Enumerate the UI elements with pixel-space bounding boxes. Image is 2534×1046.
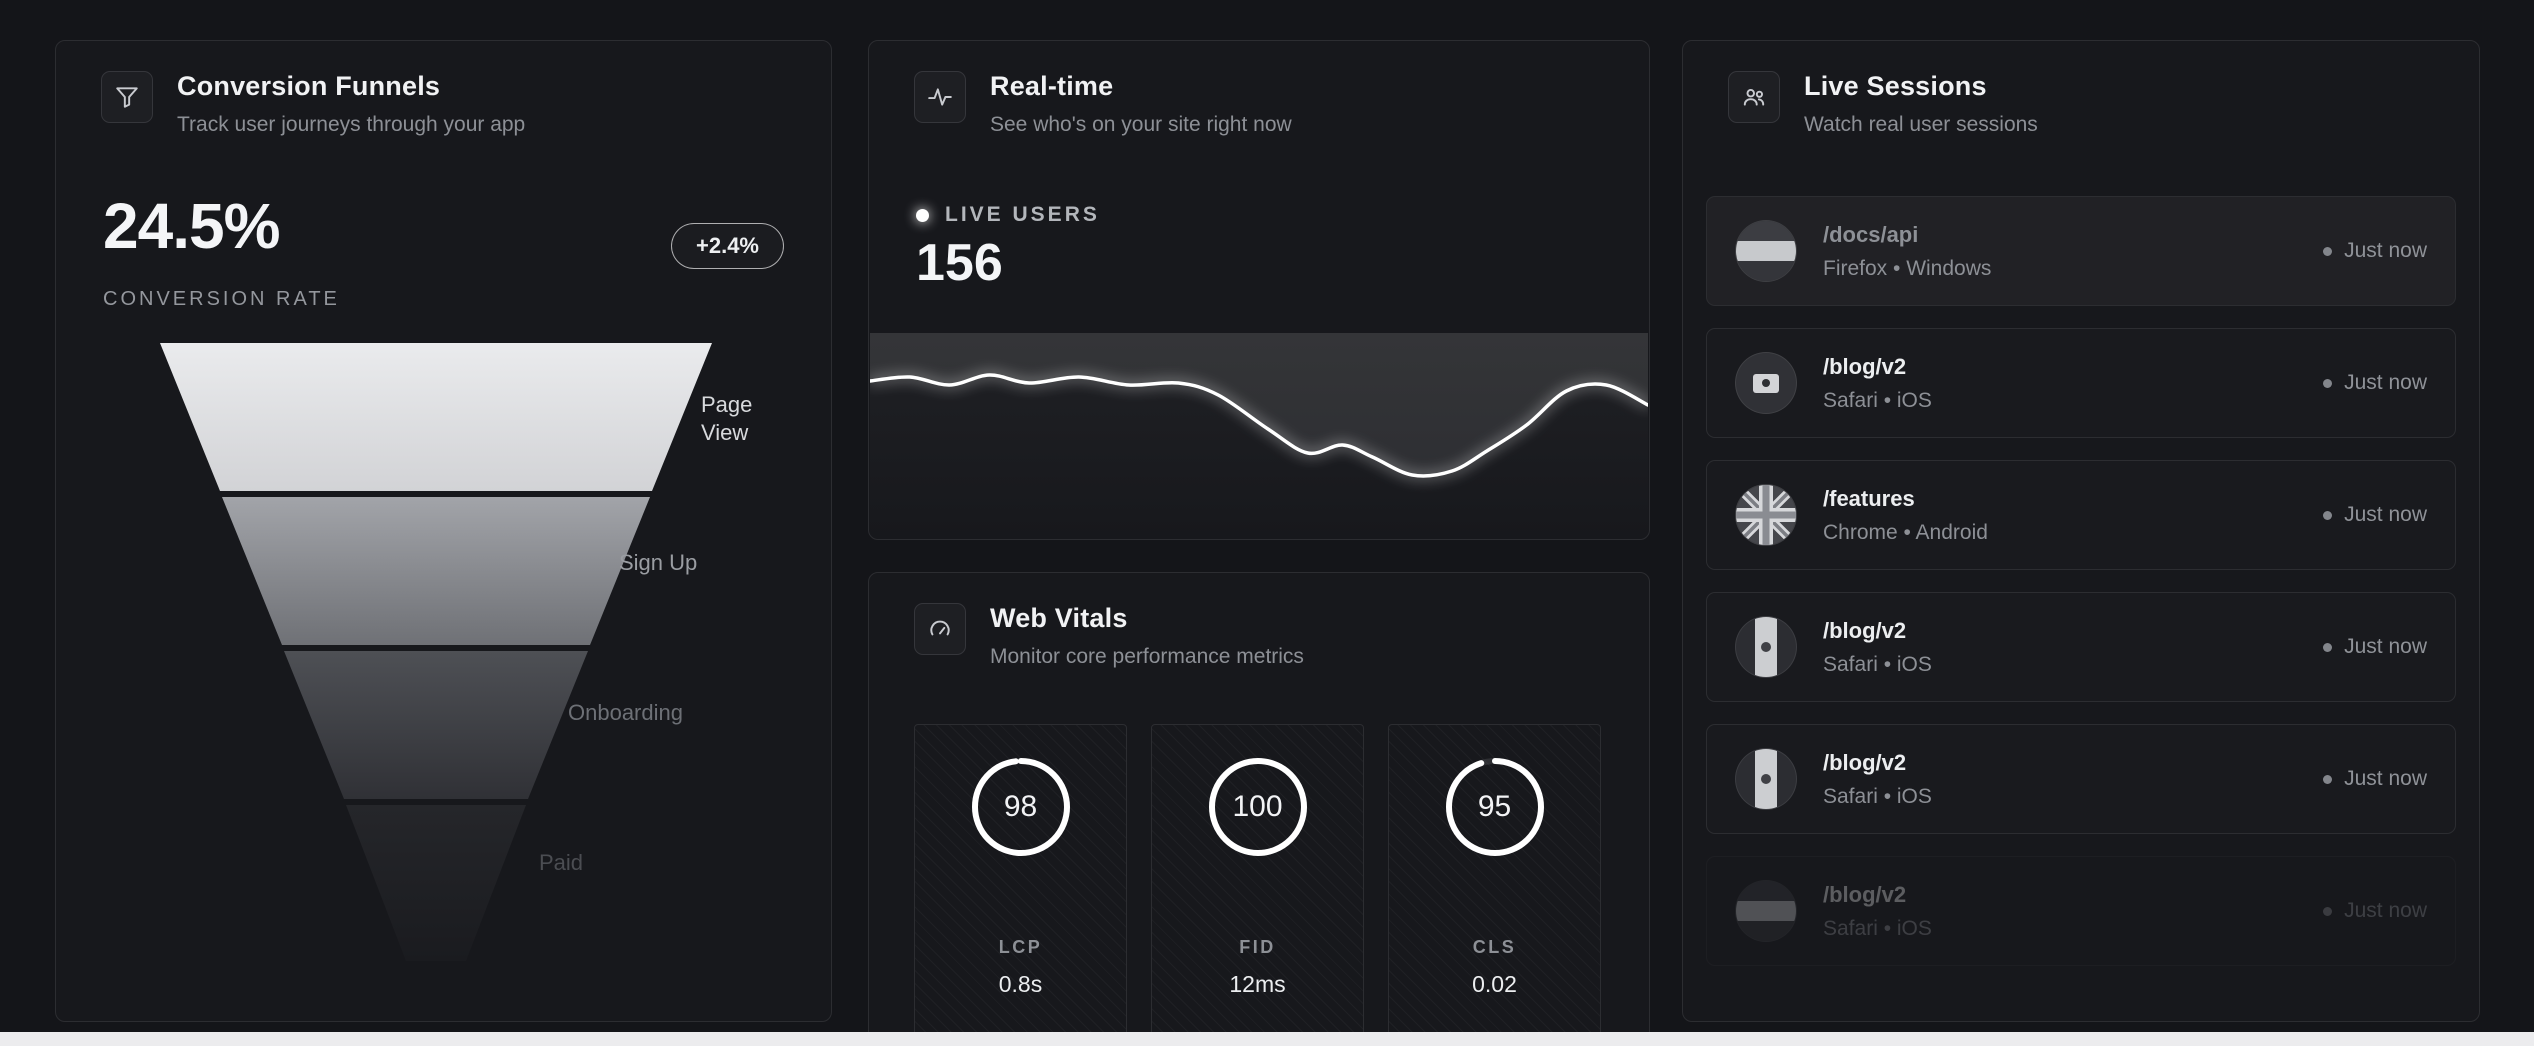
session-path: /features bbox=[1823, 485, 1915, 511]
funnel-card-subtitle: Track user journeys through your app bbox=[177, 113, 526, 136]
session-browser-os: Firefox • Windows bbox=[1823, 256, 1992, 280]
conversion-delta-badge: +2.4% bbox=[671, 223, 784, 269]
funnel-chart bbox=[156, 343, 716, 961]
session-path: /blog/v2 bbox=[1823, 881, 1907, 907]
session-time: Just now bbox=[2323, 899, 2427, 923]
status-dot bbox=[2323, 642, 2333, 652]
pulse-icon bbox=[914, 71, 966, 123]
cls-value: 0.02 bbox=[1472, 971, 1517, 997]
flag-icon bbox=[1735, 880, 1797, 942]
session-time: Just now bbox=[2323, 371, 2427, 395]
funnel-card-title: Conversion Funnels bbox=[177, 71, 441, 101]
gauge-ring bbox=[1208, 758, 1307, 856]
session-browser-os: Chrome • Android bbox=[1823, 520, 1988, 544]
fid-label: FID bbox=[1239, 937, 1276, 957]
uk-flag-icon bbox=[1735, 484, 1797, 546]
session-path: /blog/v2 bbox=[1823, 353, 1907, 379]
status-dot bbox=[2323, 510, 2333, 520]
session-row[interactable]: /blog/v2 Safari • iOS Just now bbox=[1706, 328, 2456, 438]
session-time: Just now bbox=[2323, 239, 2427, 263]
funnel-stage-label-paid: Paid bbox=[539, 850, 584, 875]
lcp-label: LCP bbox=[998, 937, 1043, 957]
session-path: /blog/v2 bbox=[1823, 749, 1907, 775]
fid-score: 100 bbox=[1232, 790, 1283, 823]
cls-score: 95 bbox=[1477, 790, 1512, 823]
flag-icon bbox=[1735, 220, 1797, 282]
realtime-card-title: Real-time bbox=[990, 71, 1114, 101]
conversion-rate-label: CONVERSION RATE bbox=[103, 288, 340, 310]
funnel-stage-label-page-view: Page View bbox=[701, 392, 753, 445]
funnel-stage-label-onboarding: Onboarding bbox=[568, 700, 683, 725]
session-path: /blog/v2 bbox=[1823, 617, 1907, 643]
fid-value: 12ms bbox=[1229, 971, 1286, 997]
funnel-icon bbox=[101, 71, 153, 123]
web-vitals-card-subtitle: Monitor core performance metrics bbox=[990, 645, 1304, 668]
web-vitals-card-header: Web Vitals Monitor core performance metr… bbox=[914, 603, 1304, 669]
session-row[interactable]: /blog/v2 Safari • iOS Just now bbox=[1706, 724, 2456, 834]
vital-metric-cls: 95 CLS 0.02 bbox=[1388, 724, 1601, 1032]
gauge-icon bbox=[914, 603, 966, 655]
sparkline-line bbox=[870, 373, 1648, 478]
funnel-stage-label-sign-up: Sign Up bbox=[619, 550, 698, 575]
users-icon bbox=[1728, 71, 1780, 123]
flag-icon bbox=[1735, 616, 1797, 678]
status-dot bbox=[2323, 246, 2333, 256]
status-dot bbox=[2323, 906, 2333, 916]
sessions-list: /docs/api Firefox • Windows Just now /bl… bbox=[1706, 196, 2456, 988]
realtime-sparkline-chart bbox=[870, 333, 1648, 538]
funnel-stage-shape-onboarding bbox=[284, 651, 588, 799]
session-path: /docs/api bbox=[1823, 221, 1919, 247]
funnel-shape bbox=[160, 343, 712, 961]
cls-gauge: 95 bbox=[1443, 755, 1547, 859]
lcp-value: 0.8s bbox=[998, 971, 1043, 997]
session-browser-os: Safari • iOS bbox=[1823, 388, 1932, 412]
live-indicator-dot bbox=[916, 208, 929, 222]
gauge-ring bbox=[1445, 758, 1544, 856]
live-users-row: LIVE USERS bbox=[916, 203, 1100, 227]
session-time: Just now bbox=[2323, 635, 2427, 659]
session-row[interactable]: /blog/v2 Safari • iOS Just now bbox=[1706, 592, 2456, 702]
live-sessions-card-subtitle: Watch real user sessions bbox=[1804, 113, 2038, 136]
funnel-stage-shape-page-view bbox=[160, 343, 712, 491]
live-sessions-card-title: Live Sessions bbox=[1804, 71, 1987, 101]
funnel-card-header: Conversion Funnels Track user journeys t… bbox=[101, 71, 525, 137]
live-sessions-card: Live Sessions Watch real user sessions /… bbox=[1682, 40, 2480, 1022]
realtime-card-subtitle: See who's on your site right now bbox=[990, 113, 1292, 136]
session-time: Just now bbox=[2323, 503, 2427, 527]
session-browser-os: Safari • iOS bbox=[1823, 784, 1932, 808]
flag-icon bbox=[1735, 748, 1797, 810]
funnel-stage-shape-paid bbox=[346, 805, 526, 961]
session-row[interactable]: /blog/v2 Safari • iOS Just now bbox=[1706, 856, 2456, 966]
session-time: Just now bbox=[2323, 767, 2427, 791]
session-row[interactable]: /docs/api Firefox • Windows Just now bbox=[1706, 196, 2456, 306]
flag-icon bbox=[1735, 352, 1797, 414]
vital-metric-lcp: 98 LCP 0.8s bbox=[914, 724, 1127, 1032]
status-dot bbox=[2323, 378, 2333, 388]
live-users-label: LIVE USERS bbox=[945, 203, 1100, 226]
session-browser-os: Safari • iOS bbox=[1823, 916, 1932, 940]
conversion-funnels-card: Conversion Funnels Track user journeys t… bbox=[55, 40, 832, 1022]
realtime-card: Real-time See who's on your site right n… bbox=[868, 40, 1650, 540]
live-users-count: 156 bbox=[916, 234, 1003, 292]
live-sessions-card-header: Live Sessions Watch real user sessions bbox=[1728, 71, 2038, 137]
fid-gauge: 100 bbox=[1206, 755, 1310, 859]
lcp-score: 98 bbox=[1003, 790, 1038, 823]
gauge-ring bbox=[971, 758, 1070, 856]
realtime-card-header: Real-time See who's on your site right n… bbox=[914, 71, 1292, 137]
funnel-stage-shape-sign-up bbox=[222, 497, 650, 645]
vital-metric-fid: 100 FID 12ms bbox=[1151, 724, 1364, 1032]
sparkline-svg bbox=[870, 333, 1648, 478]
lcp-gauge: 98 bbox=[969, 755, 1073, 859]
web-vitals-card-title: Web Vitals bbox=[990, 603, 1128, 633]
web-vitals-card: Web Vitals Monitor core performance metr… bbox=[868, 572, 1650, 1032]
sparkline-area bbox=[870, 333, 1648, 476]
session-row[interactable]: /features Chrome • Android Just now bbox=[1706, 460, 2456, 570]
cls-label: CLS bbox=[1472, 937, 1517, 957]
status-dot bbox=[2323, 774, 2333, 784]
session-browser-os: Safari • iOS bbox=[1823, 652, 1932, 676]
conversion-rate-value: 24.5% bbox=[103, 190, 280, 262]
